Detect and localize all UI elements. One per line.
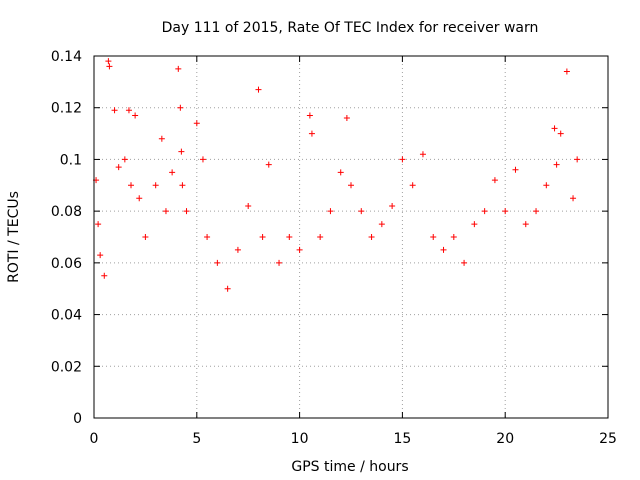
grid xyxy=(94,56,608,418)
data-point xyxy=(409,182,416,189)
data-point xyxy=(308,130,315,137)
data-point xyxy=(105,58,112,65)
data-point xyxy=(128,182,135,189)
data-point xyxy=(121,156,128,163)
y-tick-label: 0.1 xyxy=(60,152,82,168)
data-point xyxy=(193,120,200,127)
data-point xyxy=(337,169,344,176)
y-tick-label: 0 xyxy=(73,411,82,427)
data-point xyxy=(570,195,577,202)
data-point xyxy=(125,107,132,114)
data-point xyxy=(111,107,118,114)
data-point xyxy=(101,272,108,279)
data-point xyxy=(136,195,143,202)
data-point xyxy=(306,112,313,119)
data-point xyxy=(471,221,478,228)
data-point xyxy=(255,86,262,93)
data-point xyxy=(132,112,139,119)
data-point xyxy=(348,182,354,189)
x-tick-label: 20 xyxy=(496,431,514,447)
y-tick-label: 0.08 xyxy=(51,204,82,220)
plot-frame xyxy=(93,55,609,419)
data-point xyxy=(234,246,241,253)
data-point xyxy=(265,161,272,168)
data-point xyxy=(574,156,581,163)
chart-title: Day 111 of 2015, Rate Of TEC Index for r… xyxy=(162,20,539,36)
data-point xyxy=(378,221,385,228)
data-point xyxy=(179,182,186,189)
data-point xyxy=(276,259,283,266)
data-point xyxy=(183,208,190,215)
data-point xyxy=(553,161,560,168)
data-point xyxy=(115,164,122,171)
x-tick-label: 25 xyxy=(599,431,617,447)
data-point xyxy=(158,135,165,142)
data-point xyxy=(440,246,447,253)
data-point xyxy=(199,156,206,163)
data-point xyxy=(317,234,324,240)
data-point xyxy=(522,221,529,228)
data-point xyxy=(563,68,570,75)
data-point xyxy=(286,234,293,240)
data-point xyxy=(419,151,426,158)
data-point xyxy=(162,208,169,215)
data-point xyxy=(343,115,350,122)
data-point xyxy=(551,125,558,132)
data-point xyxy=(512,166,519,173)
data-point xyxy=(142,234,149,240)
data-point xyxy=(399,156,406,163)
y-axis-label: ROTI / TECUs xyxy=(6,191,22,283)
data-point xyxy=(358,208,365,215)
data-point xyxy=(245,202,252,209)
data-point xyxy=(543,182,550,189)
data-point xyxy=(430,234,437,240)
data-point xyxy=(296,246,303,253)
data-point xyxy=(368,234,375,240)
data-point xyxy=(450,234,457,240)
data-point xyxy=(481,208,488,215)
data-point xyxy=(97,252,104,259)
x-tick-label: 10 xyxy=(291,431,309,447)
data-point xyxy=(178,148,185,155)
y-tick-label: 0.14 xyxy=(51,49,82,65)
data-point xyxy=(175,65,182,72)
data-point xyxy=(224,285,231,292)
data-point xyxy=(327,208,334,215)
x-tick-label: 15 xyxy=(393,431,411,447)
data-point xyxy=(502,208,509,215)
data-points xyxy=(93,58,581,292)
data-point xyxy=(169,169,176,176)
data-point xyxy=(389,202,396,209)
data-point xyxy=(204,234,211,240)
data-point xyxy=(491,177,498,184)
y-tick-label: 0.04 xyxy=(51,308,82,324)
data-point xyxy=(106,63,113,70)
y-tick-label: 0.12 xyxy=(51,101,82,117)
axis-ticks: 0 5 10 15 20 25 0 0.02 0.04 0.06 0.08 0.1 0.12 0.14 xyxy=(51,49,617,447)
data-point xyxy=(259,234,266,240)
data-point xyxy=(533,208,540,215)
data-point xyxy=(95,221,102,228)
x-axis-label: GPS time / hours xyxy=(291,459,408,475)
y-tick-label: 0.02 xyxy=(51,359,82,375)
x-tick-label: 0 xyxy=(90,431,99,447)
data-point xyxy=(461,259,468,266)
data-point xyxy=(214,259,221,266)
data-point xyxy=(152,182,159,189)
data-point xyxy=(177,104,184,111)
x-tick-label: 5 xyxy=(192,431,201,447)
data-point xyxy=(557,130,564,137)
y-tick-label: 0.06 xyxy=(51,256,82,272)
